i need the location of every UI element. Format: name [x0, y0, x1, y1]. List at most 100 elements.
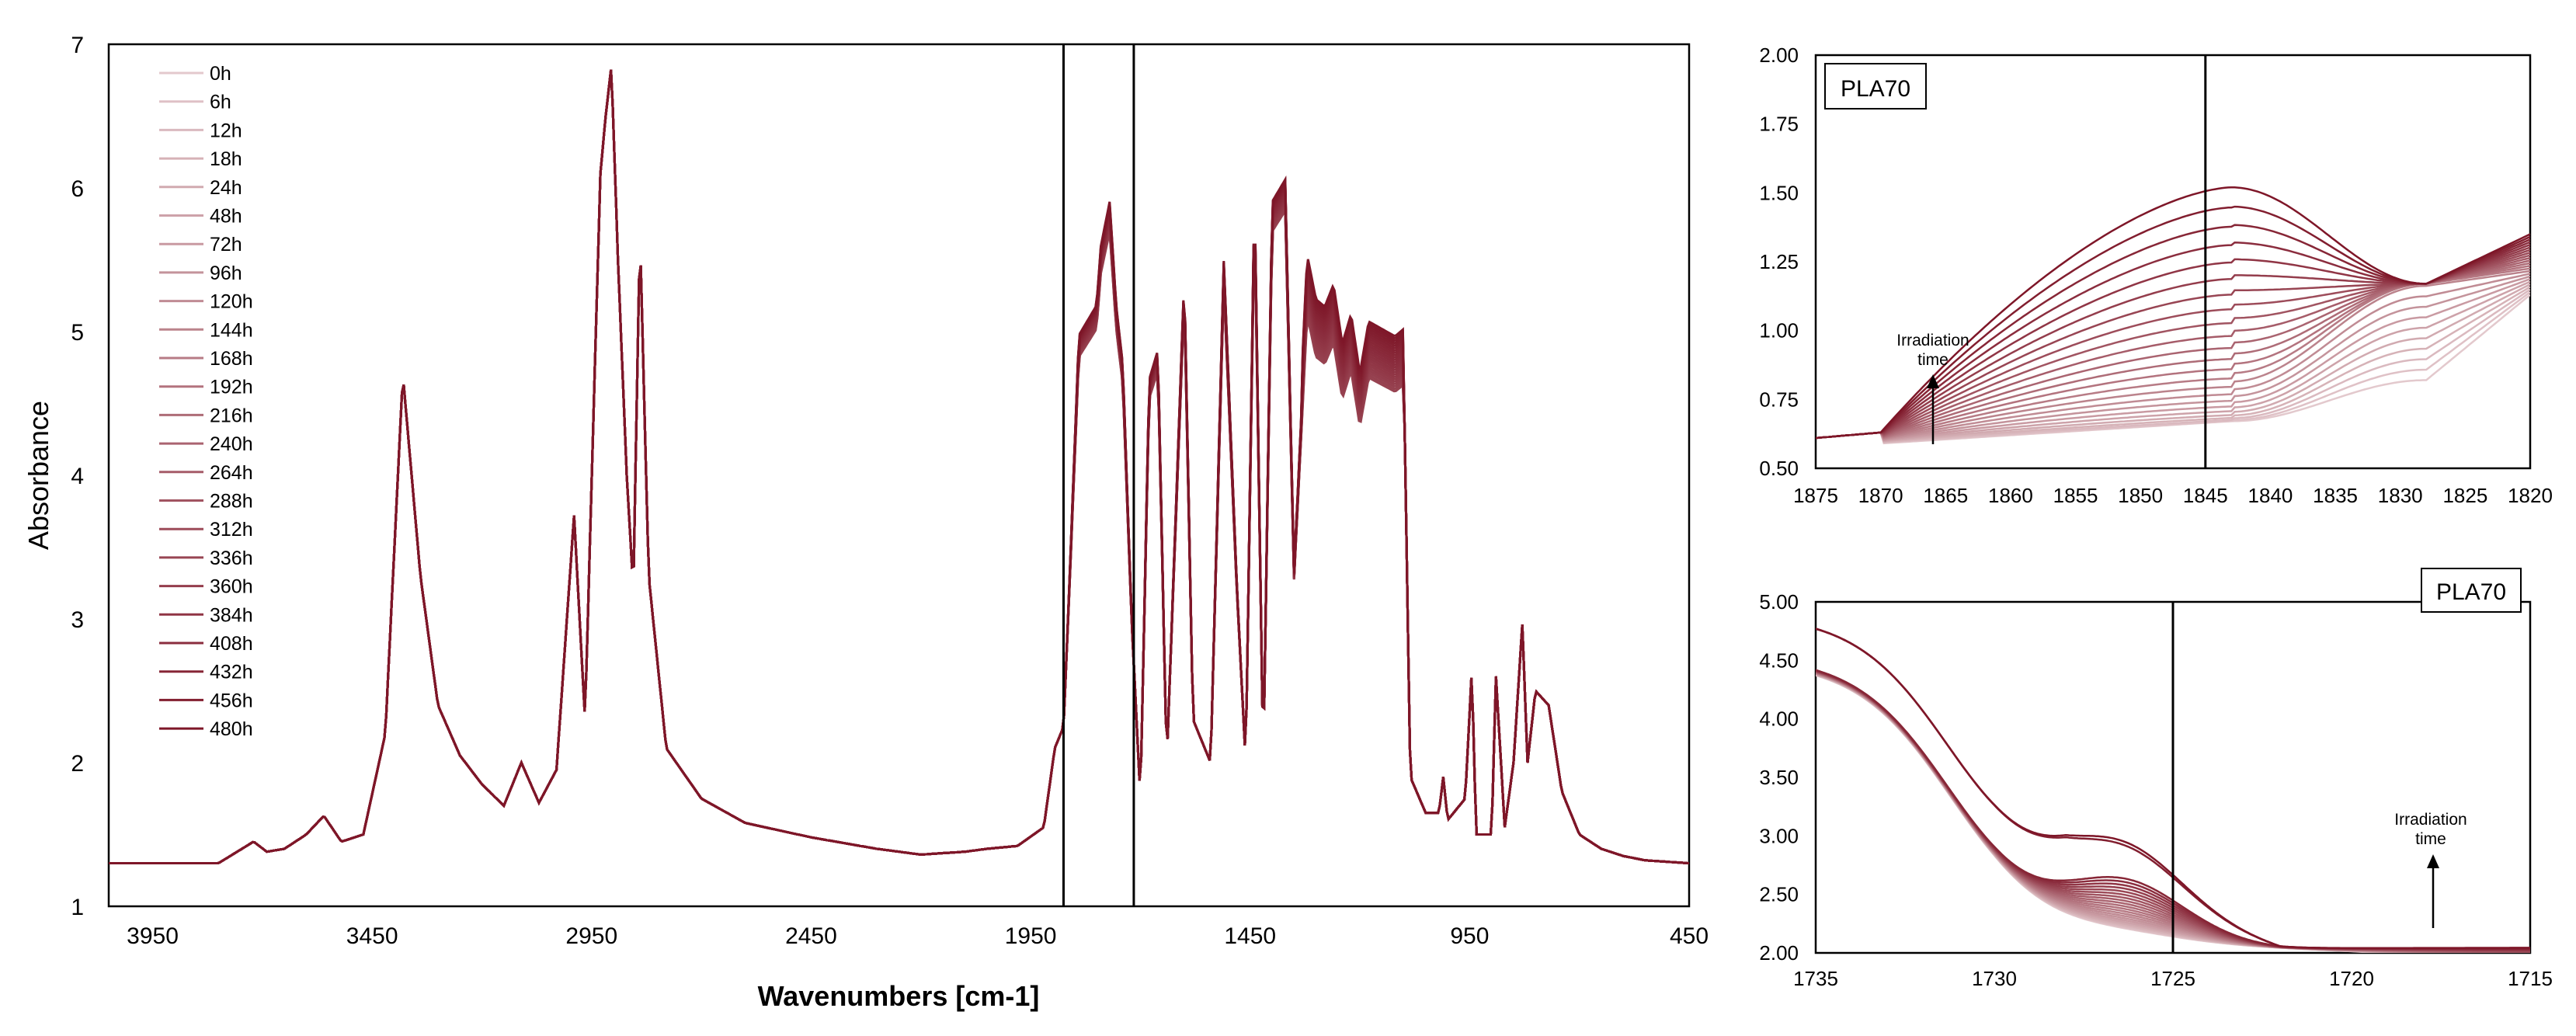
main-x-tick-2450: 2450 [785, 923, 837, 949]
legend-label-12h: 12h [210, 120, 242, 141]
main-series-96h [109, 69, 1689, 864]
main-x-tick-3950: 3950 [127, 923, 179, 949]
inset1-y-tick-2.00: 2.00 [1759, 43, 1799, 67]
main-series-group [109, 69, 1689, 864]
inset2-label-box [2421, 568, 2522, 613]
inset2-chart: 1735 1730 1725 1720 1715 2.00 2.50 3.00 3.50 4.0… [1759, 568, 2553, 990]
main-series-384h [109, 69, 1689, 864]
legend-label-192h: 192h [210, 377, 253, 398]
main-marker-lines [1062, 44, 1135, 906]
inset1-x-tick-labels: 1875 1870 1865 1860 1855 1850 1845 1840 1835 1830… [1793, 484, 2553, 507]
inset1-x-tick-1875: 1875 [1793, 484, 1838, 507]
legend-label-0h: 0h [210, 63, 231, 85]
inset1-series-10 [1816, 269, 2530, 440]
inset1-y-tick-1.25: 1.25 [1759, 250, 1799, 273]
inset1-x-tick-1865: 1865 [1923, 484, 1968, 507]
legend-label-336h: 336h [210, 548, 253, 569]
inset1-x-tick-1845: 1845 [2183, 484, 2228, 507]
legend-label-18h: 18h [210, 148, 242, 170]
legend-label-456h: 456h [210, 690, 253, 711]
main-y-axis-label: Absorbance [23, 401, 54, 550]
inset2-annotation-line2: time [2415, 830, 2446, 848]
legend-label-480h: 480h [210, 718, 253, 740]
legend-label-288h: 288h [210, 491, 253, 513]
inset1-y-tick-1.00: 1.00 [1759, 319, 1799, 342]
inset1-series-group [1816, 186, 2530, 445]
main-series-120h [109, 69, 1689, 864]
inset2-label: PLA70 [2436, 579, 2506, 605]
inset2-y-tick-4.50: 4.50 [1759, 648, 1799, 672]
main-series-456h [109, 69, 1689, 864]
inset1-series-7 [1816, 278, 2530, 442]
main-x-axis-label: Wavenumbers [cm-1] [758, 980, 1040, 1012]
inset2-annotation-line1: Irradiation [2394, 811, 2466, 829]
legend-label-48h: 48h [210, 206, 242, 228]
main-x-tick-450: 450 [1670, 923, 1709, 949]
inset2-x-tick-1725: 1725 [2150, 967, 2195, 990]
inset1-label-box [1824, 63, 1927, 110]
main-x-tick-950: 950 [1450, 923, 1489, 949]
main-series-6h [109, 69, 1689, 864]
main-series-480h [109, 69, 1689, 864]
inset1-x-tick-1820: 1820 [2508, 484, 2553, 507]
main-x-tick-labels: 3950 3450 2950 2450 1950 1450 950 450 [127, 923, 1709, 949]
main-series-288h [109, 69, 1689, 864]
inset1-y-tick-0.50: 0.50 [1759, 457, 1799, 480]
main-legend: 0h 6h 12h 18h 24h 48h 72h 96h 120h 144h 168h 192h 21… [159, 63, 253, 740]
main-plot-frame [107, 43, 1691, 908]
inset2-x-tick-labels: 1735 1730 1725 1720 1715 [1793, 967, 2553, 990]
inset2-series-group [1816, 628, 2530, 953]
inset1-series-5 [1816, 283, 2530, 443]
inset1-x-tick-1825: 1825 [2442, 484, 2487, 507]
inset2-y-tick-3.50: 3.50 [1759, 766, 1799, 789]
inset2-arrow-head [2427, 854, 2439, 868]
legend-label-24h: 24h [210, 177, 242, 199]
inset1-y-tick-0.75: 0.75 [1759, 388, 1799, 411]
main-series-24h [109, 69, 1689, 864]
inset1-x-tick-1835: 1835 [2313, 484, 2358, 507]
legend-label-432h: 432h [210, 662, 253, 683]
main-series-432h [109, 69, 1689, 864]
inset2-x-tick-1735: 1735 [1793, 967, 1838, 990]
main-series-240h [109, 69, 1689, 864]
legend-label-240h: 240h [210, 433, 253, 455]
inset1-series-24 [1816, 186, 2530, 440]
inset2-series-17 [1816, 670, 2530, 953]
main-x-tick-1450: 1450 [1224, 923, 1276, 949]
main-y-tick-3: 3 [71, 607, 84, 633]
inset2-y-tick-5.00: 5.00 [1759, 590, 1799, 614]
main-series-192h [109, 69, 1689, 864]
inset2-y-tick-4.00: 4.00 [1759, 707, 1799, 731]
inset1-x-tick-1840: 1840 [2248, 484, 2293, 507]
main-series-408h [109, 69, 1689, 864]
inset1-y-tick-1.50: 1.50 [1759, 181, 1799, 204]
inset2-y-tick-labels: 2.00 2.50 3.00 3.50 4.00 4.50 5.00 [1759, 590, 1799, 965]
inset1-x-tick-1855: 1855 [2053, 484, 2098, 507]
legend-label-360h: 360h [210, 576, 253, 598]
legend-label-264h: 264h [210, 462, 253, 484]
main-series-264h [109, 69, 1689, 864]
main-chart: 3950 3450 2950 2450 1950 1450 950 450 1 2 3 4 5 6 7 0… [23, 33, 1709, 1012]
inset1-label: PLA70 [1841, 76, 1910, 102]
main-series-216h [109, 69, 1689, 864]
main-y-tick-labels: 1 2 3 4 5 6 7 [71, 33, 84, 920]
legend-label-96h: 96h [210, 262, 242, 284]
inset1-annotation-line2: time [1917, 351, 1949, 369]
inset2-series-21 [1816, 669, 2530, 951]
inset1-series-9 [1816, 273, 2530, 440]
inset1-x-tick-1850: 1850 [2118, 484, 2163, 507]
legend-label-408h: 408h [210, 633, 253, 655]
inset2-x-tick-1720: 1720 [2329, 967, 2374, 990]
main-series-168h [109, 69, 1689, 864]
legend-label-120h: 120h [210, 291, 253, 313]
main-y-tick-6: 6 [71, 176, 84, 202]
inset2-y-tick-3.00: 3.00 [1759, 824, 1799, 847]
inset1-series-4 [1816, 286, 2530, 443]
main-x-tick-3450: 3450 [346, 923, 398, 949]
inset1-x-tick-1870: 1870 [1858, 484, 1903, 507]
inset1-annotation-line1: Irradiation [1896, 332, 1969, 349]
inset1-plot-frame [1814, 54, 2532, 470]
inset1-series-8 [1816, 275, 2530, 441]
legend-label-6h: 6h [210, 92, 231, 113]
